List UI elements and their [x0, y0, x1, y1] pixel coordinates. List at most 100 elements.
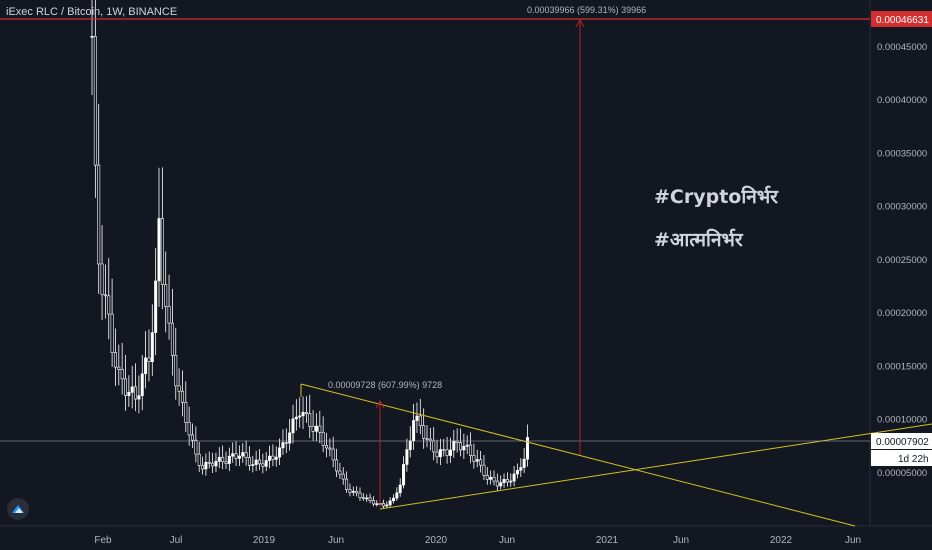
candle-body: [345, 478, 349, 490]
candle-body: [251, 464, 255, 466]
candle-body: [271, 455, 275, 460]
candle-body: [234, 453, 238, 459]
candle-body: [261, 463, 265, 467]
candle-body: [164, 284, 168, 307]
candle-body: [512, 473, 516, 482]
candle-body: [479, 459, 483, 466]
candle-body: [278, 447, 282, 458]
candle-body: [308, 413, 312, 427]
candle-body: [335, 459, 339, 472]
candle-body: [298, 415, 302, 418]
candle-body: [448, 449, 452, 456]
candle-body: [318, 425, 322, 433]
candle-body: [137, 395, 141, 400]
candle-body: [375, 503, 379, 505]
candle-body: [304, 412, 308, 415]
candle-body: [311, 425, 315, 432]
time-axis[interactable]: Feb Jul 2019 Jun 2020 Jun 2021 Jun 2022 Jun: [94, 535, 861, 546]
candle-body: [167, 306, 171, 324]
candle-body: [144, 357, 148, 375]
candle-body: [452, 440, 456, 451]
candle-body: [124, 378, 128, 396]
candle-body: [412, 420, 416, 442]
candle-body: [217, 456, 221, 462]
candle-body: [191, 434, 195, 441]
candle-body: [348, 489, 352, 493]
candle-body: [294, 416, 298, 420]
candle-body: [505, 479, 509, 483]
candle-body: [502, 479, 506, 483]
candle-body: [231, 453, 235, 457]
measure-small-arrowhead: [375, 399, 385, 409]
candle-body: [268, 455, 272, 461]
candle-body: [107, 295, 111, 315]
candle-body: [402, 464, 406, 486]
candle-body: [117, 366, 121, 370]
candle-body: [432, 440, 436, 453]
time-tick: 2019: [253, 535, 276, 546]
candle-body: [351, 490, 355, 493]
candle-body: [257, 459, 261, 465]
candle-body: [338, 470, 342, 475]
time-tick: Jul: [170, 535, 183, 546]
chart-title: iExec RLC / Bitcoin, 1W, BINANCE: [6, 6, 178, 18]
candle-body: [458, 442, 462, 451]
tradingview-logo[interactable]: [7, 498, 29, 520]
candle-body: [445, 449, 449, 456]
upper-trendline[interactable]: [300, 383, 856, 527]
price-tick: 0.00010000: [877, 415, 927, 426]
candle-body: [201, 465, 205, 470]
candle-body: [398, 484, 402, 494]
candle-body: [93, 36, 97, 166]
candle-body: [211, 462, 215, 467]
time-tick: Feb: [94, 535, 112, 546]
candle-body: [341, 473, 345, 480]
candle-body: [197, 453, 201, 466]
candle-body: [509, 480, 513, 483]
candle-body: [381, 503, 385, 507]
candle-body: [177, 385, 181, 392]
candle-body: [224, 461, 228, 464]
hashtag-crypto: #Cryptoनिर्भर: [654, 185, 779, 208]
candle-body: [120, 368, 124, 380]
candle-body: [415, 415, 419, 421]
cloud-icon: [12, 505, 24, 513]
candle-body: [418, 415, 422, 426]
candle-body: [244, 452, 248, 458]
candle-body: [522, 458, 526, 468]
time-tick: Jun: [499, 535, 515, 546]
candle-body: [227, 455, 231, 464]
candle-body: [221, 456, 225, 463]
candle-body: [492, 476, 496, 482]
candle-body: [408, 440, 412, 450]
candle-body: [465, 444, 469, 447]
candle-body: [291, 418, 295, 434]
candle-body: [499, 482, 503, 487]
candle-body: [187, 422, 191, 436]
candle-body: [462, 445, 466, 451]
candle-body: [425, 438, 429, 440]
time-tick: 2020: [425, 535, 448, 546]
candle-body: [455, 440, 459, 444]
candle-body: [254, 459, 258, 465]
candle-body: [150, 332, 154, 362]
lower-trendline[interactable]: [379, 423, 932, 510]
candle-body: [147, 357, 151, 362]
time-tick: Jun: [673, 535, 689, 546]
time-tick: Jun: [328, 535, 344, 546]
candle-body: [281, 442, 285, 449]
candle-body: [134, 386, 138, 400]
candle-body: [485, 475, 489, 480]
time-tick: 2021: [596, 535, 619, 546]
candle-body: [388, 500, 392, 506]
price-tick: 0.00015000: [877, 361, 927, 372]
candle-body: [264, 460, 268, 467]
candle-body: [274, 456, 278, 460]
candle-body: [157, 218, 161, 282]
candle-body: [324, 445, 328, 449]
candle-body: [321, 431, 325, 446]
price-axis[interactable]: 0.00005000 0.00010000 0.00015000 0.00020000…: [877, 42, 927, 479]
price-tick: 0.00030000: [877, 202, 927, 213]
hashtag-atma: #आत्मनिर्भर: [654, 228, 744, 251]
